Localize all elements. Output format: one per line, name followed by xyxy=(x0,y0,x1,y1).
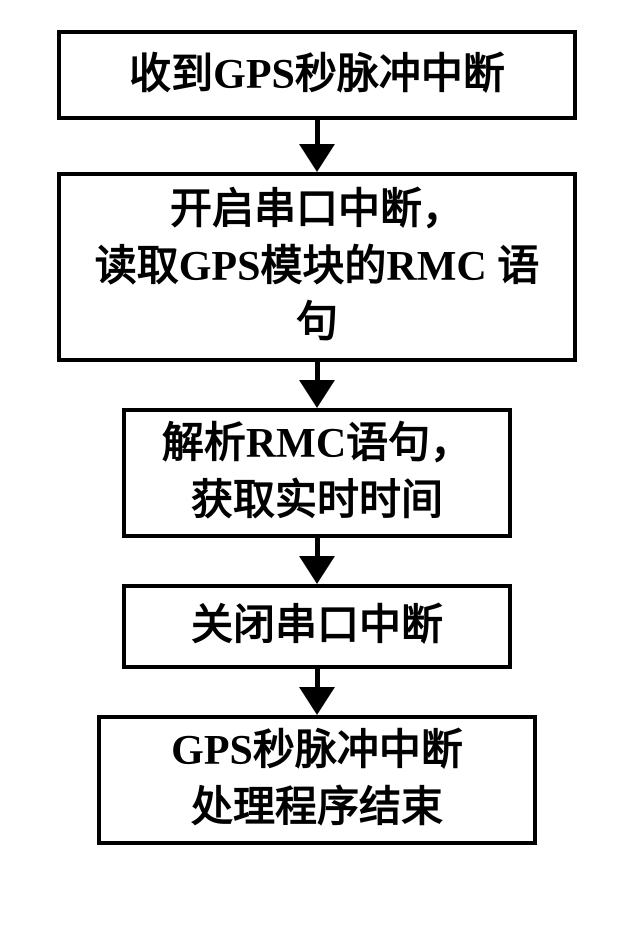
arrow-2-line xyxy=(315,362,320,380)
arrow-3-line xyxy=(315,538,320,556)
arrow-4-head xyxy=(299,687,335,715)
arrow-4-line xyxy=(315,669,320,687)
arrow-3 xyxy=(299,538,335,584)
step3-box: 解析RMC语句，获取实时时间 xyxy=(122,408,512,538)
step4-box: 关闭串口中断 xyxy=(122,584,512,669)
arrow-1-line xyxy=(315,120,320,144)
step1-label: 收到GPS秒脉冲中断 xyxy=(129,47,505,104)
arrow-1 xyxy=(299,120,335,172)
arrow-3-head xyxy=(299,556,335,584)
step4-label: 关闭串口中断 xyxy=(191,598,443,655)
step3-label: 解析RMC语句，获取实时时间 xyxy=(162,416,472,529)
step2-box: 开启串口中断，读取GPS模块的RMC 语句 xyxy=(57,172,577,362)
step5-label: GPS秒脉冲中断处理程序结束 xyxy=(171,723,463,836)
arrow-2-head xyxy=(299,380,335,408)
step1-box: 收到GPS秒脉冲中断 xyxy=(57,30,577,120)
arrow-1-head xyxy=(299,144,335,172)
step5-box: GPS秒脉冲中断处理程序结束 xyxy=(97,715,537,845)
arrow-2 xyxy=(299,362,335,408)
arrow-4 xyxy=(299,669,335,715)
step2-label: 开启串口中断，读取GPS模块的RMC 语句 xyxy=(77,182,557,352)
flowchart-container: 收到GPS秒脉冲中断 开启串口中断，读取GPS模块的RMC 语句 解析RMC语句… xyxy=(0,0,634,845)
